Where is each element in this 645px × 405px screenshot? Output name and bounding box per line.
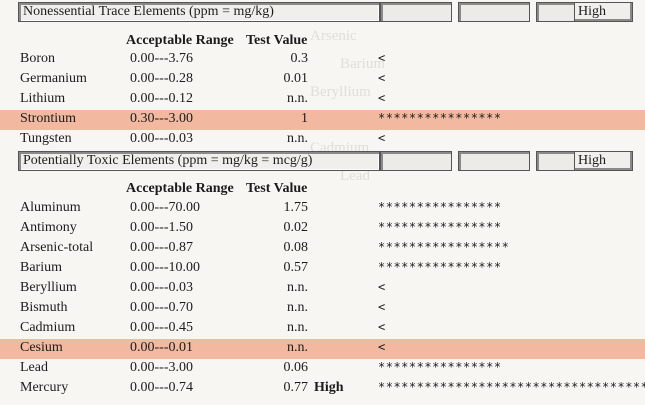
result-bar: < xyxy=(378,51,386,65)
table-row: Boron 0.00---3.76 0.3 < xyxy=(0,50,645,70)
column-header-value: Test Value xyxy=(246,33,308,48)
ghost-line: Arsenic xyxy=(310,28,357,44)
test-value: n.n. xyxy=(287,300,308,315)
table-row: Tungsten 0.00---0.03 n.n. < xyxy=(0,130,645,150)
column-header-range: Acceptable Range xyxy=(126,33,234,48)
result-bar: **************** xyxy=(378,111,502,125)
test-value: n.n. xyxy=(287,340,308,355)
acceptable-range: 0.00---0.74 xyxy=(130,380,193,395)
test-value: 0.01 xyxy=(283,71,309,86)
test-value: 0.08 xyxy=(283,240,309,255)
acceptable-range: 0.00---70.00 xyxy=(130,200,200,215)
result-bar: < xyxy=(378,320,386,334)
element-name: Beryllium xyxy=(20,280,77,295)
result-bar: < xyxy=(378,71,386,85)
element-name: Cesium xyxy=(20,340,63,355)
acceptable-range: 0.00---1.50 xyxy=(130,220,193,235)
acceptable-range: 0.00---0.12 xyxy=(130,91,193,106)
element-name: Barium xyxy=(20,260,62,275)
element-name: Cadmium xyxy=(20,320,76,335)
table-row: Barium 0.00---10.00 0.57 **************** xyxy=(0,259,645,279)
element-name: Aluminum xyxy=(20,200,81,215)
column-header-range: Acceptable Range xyxy=(126,181,234,196)
header-cell xyxy=(458,2,530,22)
test-value: n.n. xyxy=(287,131,308,146)
acceptable-range: 0.00---0.03 xyxy=(130,280,193,295)
element-name: Mercury xyxy=(20,380,69,395)
acceptable-range: 0.00---0.45 xyxy=(130,320,193,335)
test-value: 0.57 xyxy=(283,260,309,275)
table-row: Cadmium 0.00---0.45 n.n. < xyxy=(0,319,645,339)
element-name: Arsenic-total xyxy=(20,240,94,255)
element-name: Bismuth xyxy=(20,300,68,315)
high-column-label: High xyxy=(574,2,633,22)
acceptable-range: 0.00---3.00 xyxy=(130,360,193,375)
table-row: Cesium 0.00---0.01 n.n. < xyxy=(0,339,645,359)
result-bar: < xyxy=(378,340,386,354)
test-value: 1.75 xyxy=(283,200,309,215)
test-value: n.n. xyxy=(287,91,308,106)
table-row: Arsenic-total 0.00---0.87 0.08 ************… xyxy=(0,239,645,259)
result-bar: **************** xyxy=(378,360,502,374)
acceptable-range: 0.00---0.03 xyxy=(130,131,193,146)
table-row: Lithium 0.00---0.12 n.n. < xyxy=(0,90,645,110)
test-value: 0.02 xyxy=(283,220,309,235)
section-title: Potentially Toxic Elements (ppm = mg/kg … xyxy=(18,151,380,171)
test-value: 0.77 xyxy=(283,380,309,395)
result-bar: ************************************** xyxy=(378,380,645,394)
element-name: Antimony xyxy=(20,220,77,235)
element-name: Tungsten xyxy=(20,131,72,146)
acceptable-range: 0.00---10.00 xyxy=(130,260,200,275)
table-row: Bismuth 0.00---0.70 n.n. < xyxy=(0,299,645,319)
result-bar: **************** xyxy=(378,260,502,274)
header-cell xyxy=(458,151,530,171)
acceptable-range: 0.00---0.87 xyxy=(130,240,193,255)
result-bar: < xyxy=(378,280,386,294)
table-row: Beryllium 0.00---0.03 n.n. < xyxy=(0,279,645,299)
result-bar: **************** xyxy=(378,220,502,234)
result-bar: < xyxy=(378,300,386,314)
column-header-value: Test Value xyxy=(246,181,308,196)
table-row: Lead 0.00---3.00 0.06 **************** xyxy=(0,359,645,379)
result-bar: < xyxy=(378,91,386,105)
table-row: Strontium 0.30---3.00 1 **************** xyxy=(0,110,645,130)
header-cell xyxy=(380,151,452,171)
acceptable-range: 0.30---3.00 xyxy=(130,111,193,126)
test-value: 0.3 xyxy=(290,51,309,66)
element-name: Lithium xyxy=(20,91,66,106)
table-row: Mercury 0.00---0.74 0.77 High **************… xyxy=(0,379,645,399)
high-flag: High xyxy=(314,380,344,395)
element-name: Germanium xyxy=(20,71,87,86)
acceptable-range: 0.00---0.28 xyxy=(130,71,193,86)
acceptable-range: 0.00---0.70 xyxy=(130,300,193,315)
test-value: n.n. xyxy=(287,320,308,335)
element-name: Lead xyxy=(20,360,48,375)
test-value: n.n. xyxy=(287,280,308,295)
table-row: Antimony 0.00---1.50 0.02 **************** xyxy=(0,219,645,239)
element-name: Strontium xyxy=(20,111,77,126)
test-value: 0.06 xyxy=(283,360,309,375)
table-row: Germanium 0.00---0.28 0.01 < xyxy=(0,70,645,90)
header-cell xyxy=(380,2,452,22)
high-column-label: High xyxy=(574,151,633,171)
table-row: Aluminum 0.00---70.00 1.75 **************** xyxy=(0,199,645,219)
test-value: 1 xyxy=(301,111,308,126)
result-bar: < xyxy=(378,131,386,145)
result-bar: **************** xyxy=(378,200,502,214)
acceptable-range: 0.00---0.01 xyxy=(130,340,193,355)
acceptable-range: 0.00---3.76 xyxy=(130,51,193,66)
element-name: Boron xyxy=(20,51,55,66)
result-bar: ***************** xyxy=(378,240,510,254)
section-title: Nonessential Trace Elements (ppm = mg/kg… xyxy=(18,2,380,22)
